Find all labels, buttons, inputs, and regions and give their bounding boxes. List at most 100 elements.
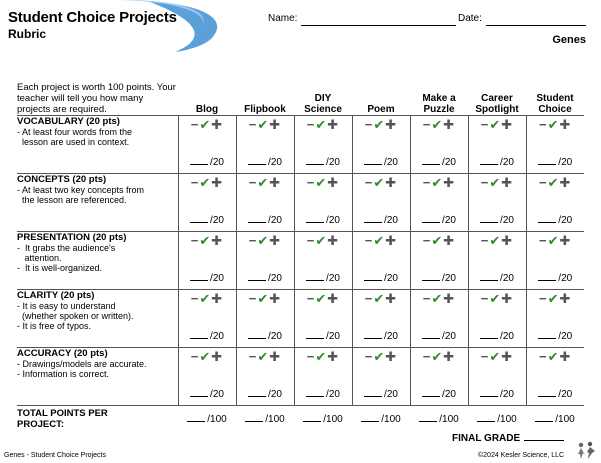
check-icon[interactable]: ✔ bbox=[199, 175, 212, 190]
minus-icon[interactable]: − bbox=[422, 291, 432, 306]
score-blank-line[interactable] bbox=[480, 222, 499, 223]
check-icon[interactable]: ✔ bbox=[431, 233, 444, 248]
check-icon[interactable]: ✔ bbox=[431, 175, 444, 190]
check-icon[interactable]: ✔ bbox=[489, 349, 502, 364]
minus-icon[interactable]: − bbox=[364, 349, 374, 364]
score-blank-line[interactable] bbox=[190, 222, 209, 223]
plus-icon[interactable]: ✚ bbox=[327, 175, 340, 190]
plus-icon[interactable]: ✚ bbox=[211, 291, 224, 306]
minus-icon[interactable]: − bbox=[190, 233, 200, 248]
plus-icon[interactable]: ✚ bbox=[327, 291, 340, 306]
total-score-field[interactable]: /100 bbox=[178, 405, 236, 432]
minus-icon[interactable]: − bbox=[364, 175, 374, 190]
minus-icon[interactable]: − bbox=[422, 349, 432, 364]
check-icon[interactable]: ✔ bbox=[373, 233, 386, 248]
criterion-score-field[interactable]: /20 bbox=[527, 331, 585, 342]
score-blank-line[interactable] bbox=[538, 396, 557, 397]
criterion-score-field[interactable]: /20 bbox=[411, 215, 468, 226]
check-icon[interactable]: ✔ bbox=[315, 349, 328, 364]
criterion-score-field[interactable]: /20 bbox=[179, 273, 236, 284]
minus-icon[interactable]: − bbox=[539, 349, 548, 364]
plus-icon[interactable]: ✚ bbox=[269, 175, 282, 190]
criterion-score-field[interactable]: /20 bbox=[469, 273, 526, 284]
criterion-score-field[interactable]: /20 bbox=[411, 389, 468, 400]
check-icon[interactable]: ✔ bbox=[431, 349, 444, 364]
check-icon[interactable]: ✔ bbox=[257, 175, 270, 190]
criterion-score-field[interactable]: /20 bbox=[295, 273, 352, 284]
criterion-score-field[interactable]: /20 bbox=[179, 215, 236, 226]
check-icon[interactable]: ✔ bbox=[489, 175, 502, 190]
criterion-score-field[interactable]: /20 bbox=[353, 157, 410, 168]
plus-icon[interactable]: ✚ bbox=[327, 117, 340, 132]
plus-icon[interactable]: ✚ bbox=[501, 291, 514, 306]
total-blank-line[interactable] bbox=[245, 420, 264, 422]
minus-icon[interactable]: − bbox=[190, 291, 200, 306]
plus-icon[interactable]: ✚ bbox=[269, 291, 282, 306]
score-blank-line[interactable] bbox=[248, 280, 267, 281]
check-icon[interactable]: ✔ bbox=[199, 349, 212, 364]
minus-icon[interactable]: − bbox=[364, 233, 374, 248]
minus-icon[interactable]: − bbox=[539, 233, 548, 248]
plus-icon[interactable]: ✚ bbox=[211, 349, 224, 364]
plus-icon[interactable]: ✚ bbox=[443, 175, 456, 190]
check-icon[interactable]: ✔ bbox=[315, 175, 328, 190]
score-blank-line[interactable] bbox=[538, 338, 557, 339]
plus-icon[interactable]: ✚ bbox=[443, 291, 456, 306]
score-blank-line[interactable] bbox=[422, 396, 441, 397]
score-blank-line[interactable] bbox=[538, 280, 557, 281]
score-blank-line[interactable] bbox=[190, 280, 209, 281]
score-blank-line[interactable] bbox=[364, 280, 383, 281]
check-icon[interactable]: ✔ bbox=[547, 117, 560, 132]
score-blank-line[interactable] bbox=[422, 338, 441, 339]
criterion-score-field[interactable]: /20 bbox=[295, 389, 352, 400]
check-icon[interactable]: ✔ bbox=[547, 233, 560, 248]
score-blank-line[interactable] bbox=[538, 222, 557, 223]
total-score-field[interactable]: /100 bbox=[352, 405, 410, 432]
minus-icon[interactable]: − bbox=[364, 291, 374, 306]
criterion-score-field[interactable]: /20 bbox=[469, 215, 526, 226]
score-blank-line[interactable] bbox=[364, 222, 383, 223]
score-blank-line[interactable] bbox=[480, 396, 499, 397]
score-blank-line[interactable] bbox=[248, 338, 267, 339]
minus-icon[interactable]: − bbox=[306, 233, 316, 248]
check-icon[interactable]: ✔ bbox=[315, 291, 328, 306]
minus-icon[interactable]: − bbox=[480, 291, 490, 306]
check-icon[interactable]: ✔ bbox=[257, 349, 270, 364]
check-icon[interactable]: ✔ bbox=[373, 175, 386, 190]
score-blank-line[interactable] bbox=[248, 222, 267, 223]
minus-icon[interactable]: − bbox=[539, 291, 548, 306]
check-icon[interactable]: ✔ bbox=[547, 175, 560, 190]
criterion-score-field[interactable]: /20 bbox=[411, 331, 468, 342]
check-icon[interactable]: ✔ bbox=[547, 291, 560, 306]
plus-icon[interactable]: ✚ bbox=[559, 349, 572, 364]
criterion-score-field[interactable]: /20 bbox=[179, 389, 236, 400]
check-icon[interactable]: ✔ bbox=[257, 117, 270, 132]
score-blank-line[interactable] bbox=[422, 164, 441, 165]
criterion-score-field[interactable]: /20 bbox=[295, 331, 352, 342]
check-icon[interactable]: ✔ bbox=[489, 233, 502, 248]
plus-icon[interactable]: ✚ bbox=[501, 233, 514, 248]
minus-icon[interactable]: − bbox=[539, 117, 548, 132]
minus-icon[interactable]: − bbox=[248, 349, 258, 364]
plus-icon[interactable]: ✚ bbox=[211, 175, 224, 190]
criterion-score-field[interactable]: /20 bbox=[353, 273, 410, 284]
score-blank-line[interactable] bbox=[422, 280, 441, 281]
score-blank-line[interactable] bbox=[306, 280, 325, 281]
plus-icon[interactable]: ✚ bbox=[443, 117, 456, 132]
plus-icon[interactable]: ✚ bbox=[327, 233, 340, 248]
criterion-score-field[interactable]: /20 bbox=[527, 273, 585, 284]
check-icon[interactable]: ✔ bbox=[257, 291, 270, 306]
check-icon[interactable]: ✔ bbox=[199, 117, 212, 132]
total-score-field[interactable]: /100 bbox=[526, 405, 584, 432]
check-icon[interactable]: ✔ bbox=[373, 117, 386, 132]
plus-icon[interactable]: ✚ bbox=[385, 233, 398, 248]
minus-icon[interactable]: − bbox=[422, 117, 432, 132]
minus-icon[interactable]: − bbox=[190, 117, 200, 132]
score-blank-line[interactable] bbox=[538, 164, 557, 165]
criterion-score-field[interactable]: /20 bbox=[469, 389, 526, 400]
minus-icon[interactable]: − bbox=[480, 175, 490, 190]
minus-icon[interactable]: − bbox=[248, 175, 258, 190]
check-icon[interactable]: ✔ bbox=[373, 349, 386, 364]
plus-icon[interactable]: ✚ bbox=[559, 291, 572, 306]
criterion-score-field[interactable]: /20 bbox=[353, 331, 410, 342]
